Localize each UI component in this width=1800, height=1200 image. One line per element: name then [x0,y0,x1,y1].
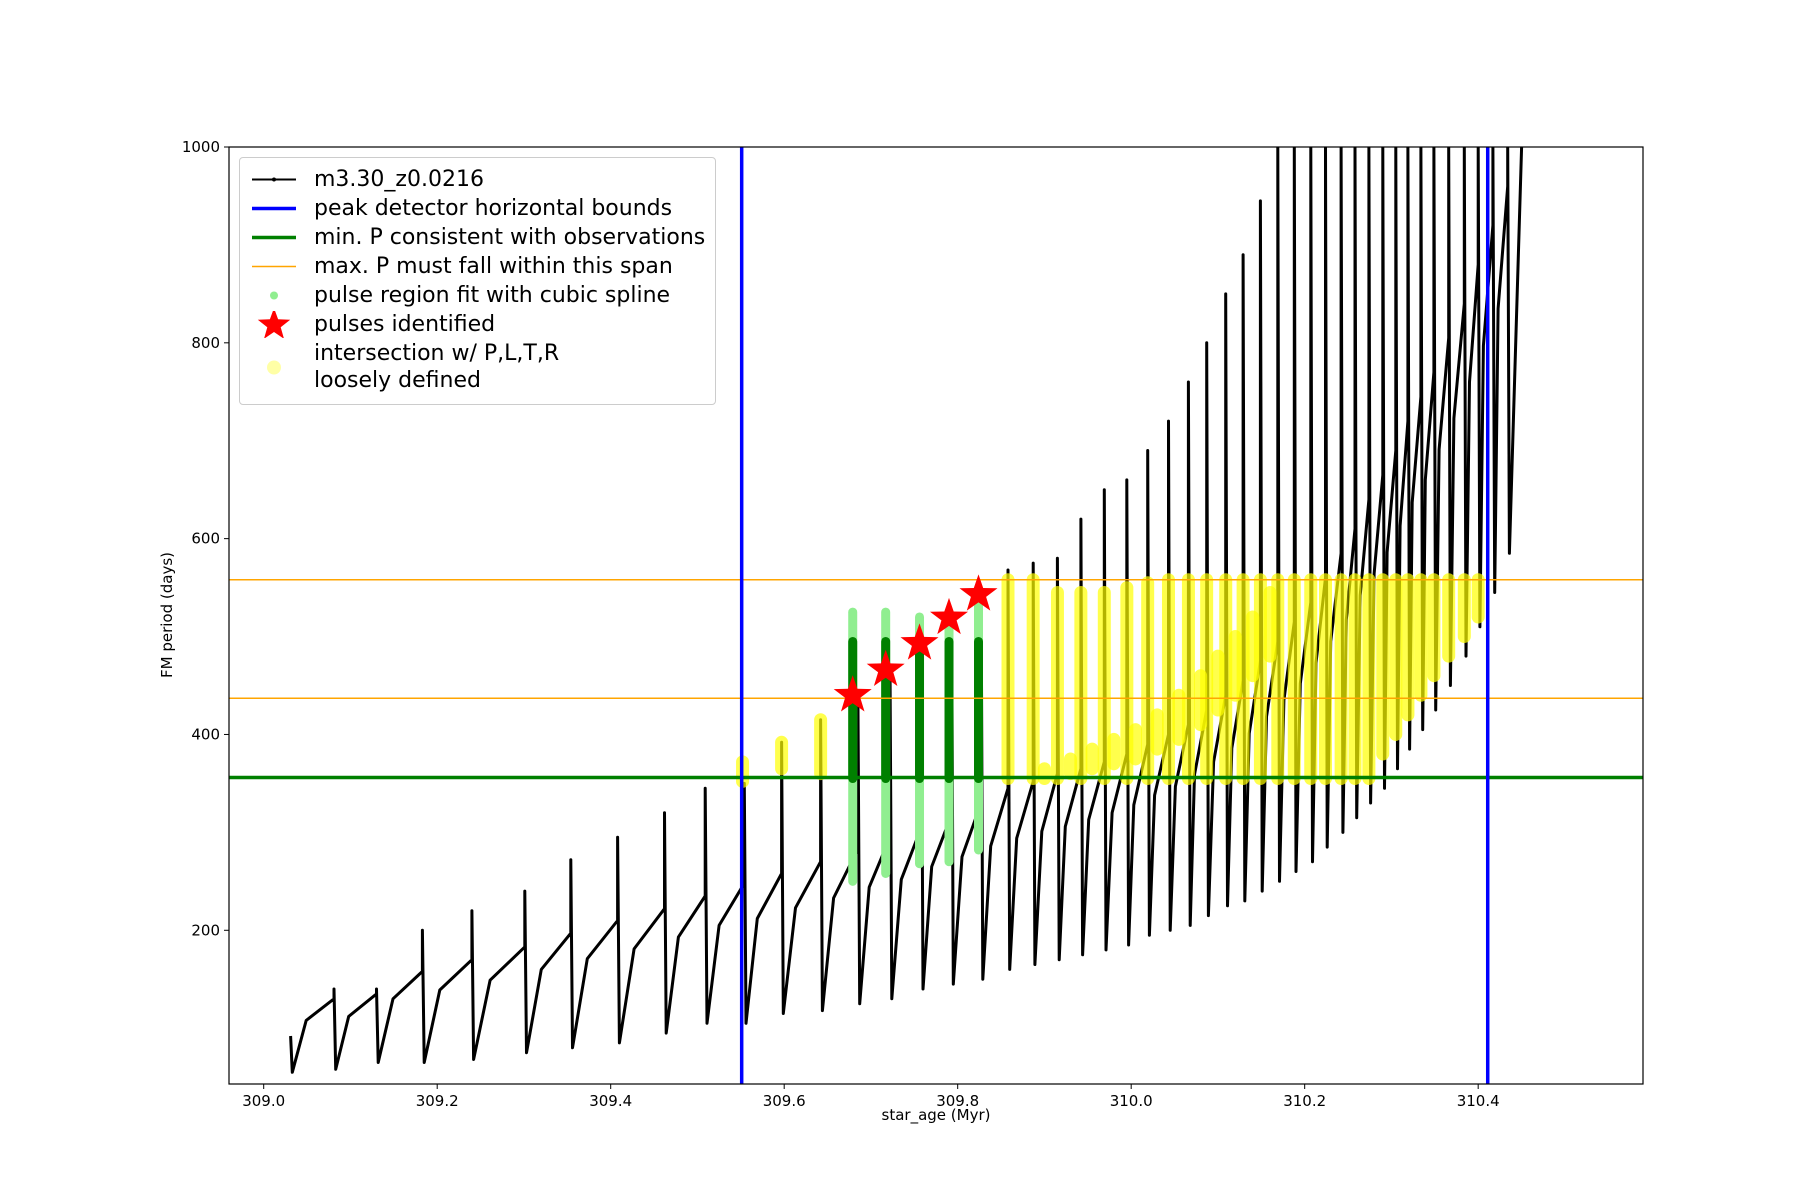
pulse-star [900,623,939,660]
legend-swatch [252,265,296,268]
legend-dot [267,360,281,374]
legend-swatch [252,206,296,211]
x-tick-label: 310.4 [1457,1092,1500,1110]
legend-entry: peak detector horizontal bounds [246,195,705,222]
legend-label: peak detector horizontal bounds [314,196,673,221]
legend-label: max. P must fall within this span [314,254,673,279]
legend-star [257,311,291,338]
legend-label: m3.30_z0.0216 [314,167,484,192]
x-tick-label: 310.0 [1110,1092,1153,1110]
legend-swatch [267,360,281,374]
legend-dot [270,291,278,300]
legend-entry: intersection w/ P,L,T,R loosely defined [246,340,705,394]
legend-swatch [252,177,296,182]
legend-entry: min. P consistent with observations [246,224,705,251]
legend-label: pulses identified [314,312,496,337]
x-tick-label: 309.8 [936,1092,979,1110]
pulse-star [866,649,905,686]
legend-entry: m3.30_z0.0216 [246,166,705,193]
axes-frame [228,146,1644,1085]
legend-label: pulse region fit with cubic spline [314,283,671,308]
legend-entry: max. P must fall within this span [246,253,705,280]
x-tick-label: 309.0 [242,1092,285,1110]
y-tick-label: 800 [191,334,220,352]
y-tick-label: 400 [191,725,220,743]
x-tick-label: 309.4 [589,1092,632,1110]
plot-area [229,147,1643,1084]
y-tick-label: 600 [191,530,220,548]
pulse-star [833,675,872,712]
legend-swatch [257,311,291,338]
legend-dot [272,177,276,182]
pulse-star [930,597,968,635]
x-tick-label: 309.6 [763,1092,806,1110]
y-axis-label: FM period (days) [158,552,176,678]
legend-swatch [270,291,278,300]
legend-entry: pulse region fit with cubic spline [246,282,705,309]
x-tick-label: 310.2 [1283,1092,1326,1110]
y-tick-label: 1000 [182,138,220,156]
pulse-star [959,574,998,611]
x-axis-label: star_age (Myr) [882,1106,991,1125]
legend-entry: pulses identified [246,311,705,338]
legend-label: min. P consistent with observations [314,225,706,250]
x-tick-label: 309.2 [416,1092,459,1110]
legend-swatch [252,235,296,240]
legend-label: intersection w/ P,L,T,R loosely defined [314,341,560,393]
y-tick-label: 200 [191,921,220,939]
